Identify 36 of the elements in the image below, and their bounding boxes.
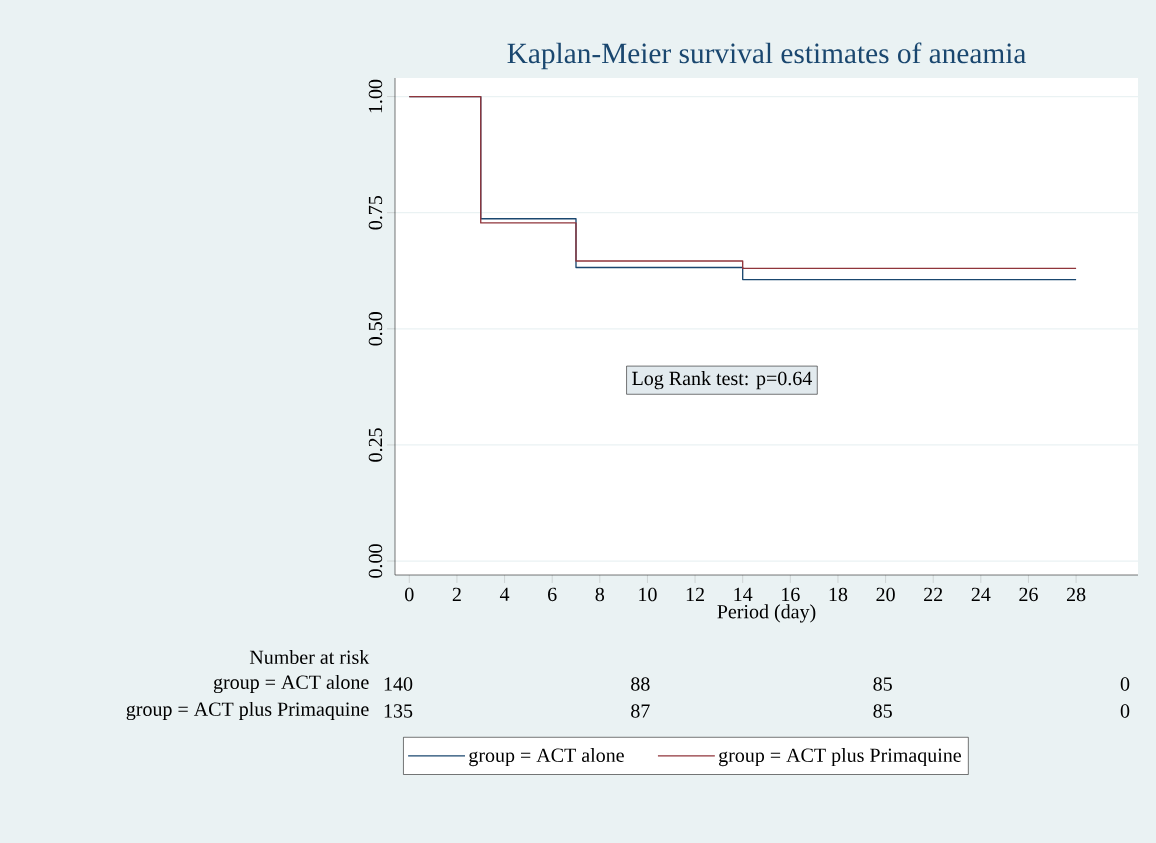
x-tick-label: 14 [734,587,753,601]
x-tick-label: 26 [1019,587,1038,602]
text: 0 [1120,704,1130,718]
x-tick-label: 0 [405,587,414,602]
y-tick-label: 1.00 [368,79,383,113]
annotation: Log Rank test: p=0.64 [632,371,812,390]
x-tick-label: 8 [595,587,605,602]
x-tick-label: 10 [639,587,657,602]
x-tick-label: 18 [829,587,848,602]
x-tick-label: 28 [1066,587,1086,602]
x-tick-label: 20 [876,587,895,602]
text: Number at risk [249,649,370,665]
text: group = ACT plus Primaquine [126,701,369,721]
text: group = ACT alone [213,674,369,694]
y-tick-label: 0.00 [368,544,383,578]
legend-label: group = ACT alone [469,747,624,767]
text: 135 [384,704,413,718]
x-tick-label: 24 [971,587,991,601]
x-tick-label: 4 [499,587,510,601]
text: 88 [631,677,650,691]
chart-title: Kaplan-Meier survival estimates of aneamia [507,42,1027,70]
text: 85 [873,677,892,691]
text: 140 [384,677,413,691]
x-tick-label: 22 [924,587,943,601]
x-axis-title: Period (day) [717,604,816,623]
y-tick-label: 0.25 [368,428,383,462]
y-tick-label: 0.50 [368,312,383,346]
text: 85 [873,704,892,718]
x-tick-label: 16 [782,587,800,602]
text: 87 [631,704,650,718]
x-tick-label: 12 [686,587,704,601]
text: 0 [1120,677,1130,691]
x-tick-label: 2 [452,587,461,601]
x-tick-label: 6 [548,587,557,602]
legend-label: group = ACT plus Primaquine [719,747,961,767]
y-tick-label: 0.75 [368,195,383,230]
